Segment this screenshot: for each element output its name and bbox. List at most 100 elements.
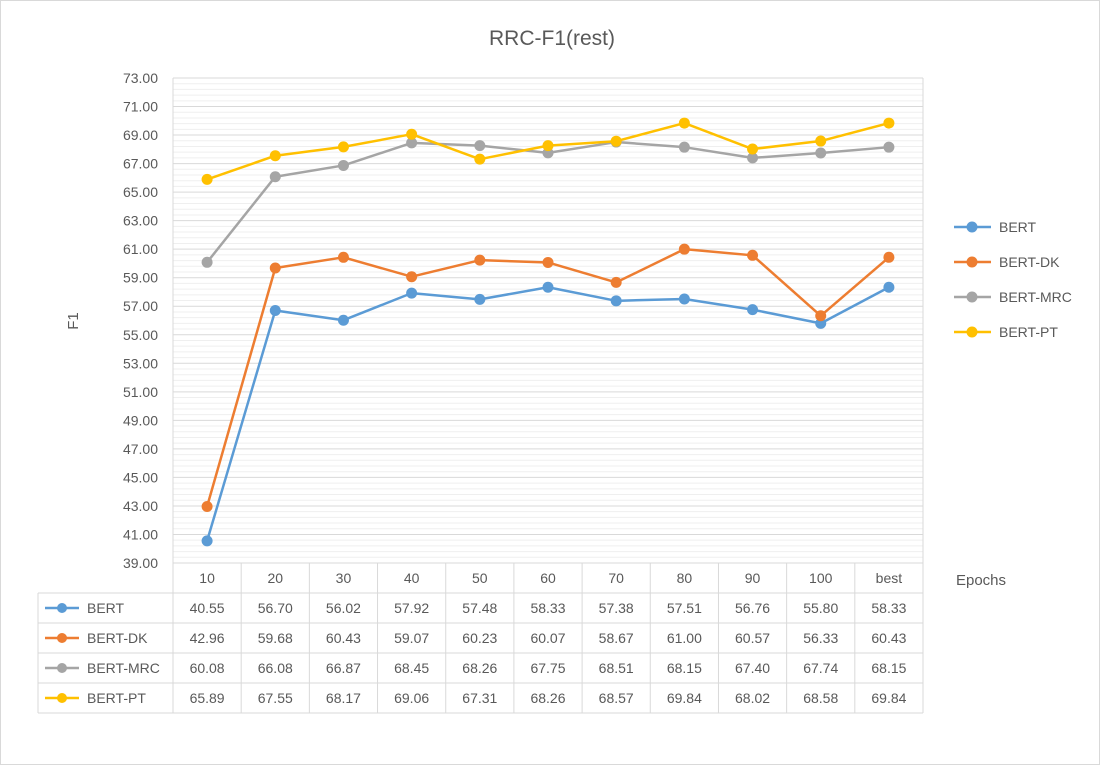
data-point-bert-dk bbox=[815, 310, 827, 322]
x-tick-label: 10 bbox=[199, 570, 215, 586]
table-value-cell: 67.55 bbox=[258, 690, 293, 706]
table-value-cell: 60.08 bbox=[190, 660, 225, 676]
x-tick-label: 70 bbox=[608, 570, 624, 586]
y-tick-label: 43.00 bbox=[123, 498, 158, 514]
table-value-cell: 69.84 bbox=[871, 690, 906, 706]
x-tick-label: best bbox=[876, 570, 903, 586]
table-value-cell: 56.33 bbox=[803, 630, 838, 646]
x-tick-label: 90 bbox=[745, 570, 761, 586]
series-line-bert-mrc bbox=[206, 140, 890, 264]
data-point-bert bbox=[747, 304, 759, 316]
table-value-cell: 67.40 bbox=[735, 660, 770, 676]
table-value-cell: 66.87 bbox=[326, 660, 361, 676]
data-point-bert-pt bbox=[406, 128, 418, 140]
table-value-cell: 66.08 bbox=[258, 660, 293, 676]
data-point-bert-dk bbox=[269, 262, 281, 274]
table-legend-key-marker bbox=[57, 693, 67, 703]
data-point-bert-dk bbox=[337, 251, 349, 263]
x-tick-label: 100 bbox=[809, 570, 833, 586]
data-point-bert bbox=[542, 281, 554, 293]
table-value-cell: 56.70 bbox=[258, 600, 293, 616]
table-value-cell: 60.07 bbox=[530, 630, 565, 646]
y-tick-label: 51.00 bbox=[123, 384, 158, 400]
table-series-name: BERT-DK bbox=[87, 630, 148, 646]
data-point-bert bbox=[201, 535, 213, 547]
table-value-cell: 58.33 bbox=[871, 600, 906, 616]
table-series-name: BERT bbox=[87, 600, 125, 616]
y-tick-label: 69.00 bbox=[123, 127, 158, 143]
table-value-cell: 57.51 bbox=[667, 600, 702, 616]
table-value-cell: 60.43 bbox=[871, 630, 906, 646]
data-point-bert-pt bbox=[815, 135, 827, 147]
data-point-bert-mrc bbox=[883, 141, 895, 153]
y-tick-label: 63.00 bbox=[123, 213, 158, 229]
series-line-bert bbox=[205, 286, 890, 542]
table-value-cell: 60.23 bbox=[462, 630, 497, 646]
data-point-bert-dk bbox=[474, 254, 486, 266]
data-point-bert-pt bbox=[337, 141, 349, 153]
x-tick-label: 20 bbox=[267, 570, 283, 586]
table-value-cell: 67.75 bbox=[530, 660, 565, 676]
data-point-bert-dk bbox=[610, 276, 622, 288]
table-value-cell: 42.96 bbox=[190, 630, 225, 646]
table-value-cell: 65.89 bbox=[190, 690, 225, 706]
y-tick-label: 53.00 bbox=[123, 355, 158, 371]
y-tick-label: 67.00 bbox=[123, 156, 158, 172]
data-point-bert bbox=[337, 314, 349, 326]
table-value-cell: 55.80 bbox=[803, 600, 838, 616]
table-value-cell: 58.33 bbox=[530, 600, 565, 616]
data-point-bert-pt bbox=[542, 140, 554, 152]
table-value-cell: 67.74 bbox=[803, 660, 838, 676]
data-point-bert-mrc bbox=[678, 141, 690, 153]
table-value-cell: 60.43 bbox=[326, 630, 361, 646]
legend-label: BERT-PT bbox=[999, 324, 1058, 340]
table-value-cell: 67.31 bbox=[462, 690, 497, 706]
y-tick-label: 55.00 bbox=[123, 327, 158, 343]
y-tick-label: 59.00 bbox=[123, 270, 158, 286]
legend-key-marker bbox=[966, 221, 978, 233]
table-value-cell: 68.17 bbox=[326, 690, 361, 706]
legend-label: BERT bbox=[999, 219, 1037, 235]
data-point-bert bbox=[883, 281, 895, 293]
data-point-bert bbox=[406, 287, 418, 299]
data-point-bert-pt bbox=[883, 117, 895, 129]
table-series-name: BERT-PT bbox=[87, 690, 146, 706]
data-point-bert-pt bbox=[269, 150, 281, 162]
legend-key-marker bbox=[966, 291, 978, 303]
data-point-bert-mrc bbox=[815, 147, 827, 159]
data-point-bert bbox=[815, 317, 827, 329]
y-tick-label: 65.00 bbox=[123, 184, 158, 200]
table-legend-key-marker bbox=[57, 663, 67, 673]
data-point-bert-pt bbox=[678, 117, 690, 129]
table-value-cell: 57.92 bbox=[394, 600, 429, 616]
data-point-bert-mrc bbox=[747, 152, 759, 164]
y-tick-label: 39.00 bbox=[123, 555, 158, 571]
table-value-cell: 59.07 bbox=[394, 630, 429, 646]
x-tick-label: 80 bbox=[677, 570, 693, 586]
y-tick-label: 57.00 bbox=[123, 298, 158, 314]
x-tick-label: 40 bbox=[404, 570, 420, 586]
data-point-bert bbox=[610, 295, 622, 307]
data-point-bert bbox=[269, 305, 281, 317]
data-point-bert-mrc bbox=[406, 137, 418, 149]
data-point-bert-dk bbox=[678, 243, 690, 255]
table-value-cell: 56.02 bbox=[326, 600, 361, 616]
x-tick-label: 60 bbox=[540, 570, 556, 586]
data-point-bert-dk bbox=[406, 271, 418, 283]
table-value-cell: 68.57 bbox=[599, 690, 634, 706]
table-value-cell: 69.84 bbox=[667, 690, 702, 706]
data-point-bert-dk bbox=[542, 256, 554, 268]
y-tick-label: 49.00 bbox=[123, 412, 158, 428]
data-point-bert-pt bbox=[747, 143, 759, 155]
y-tick-label: 73.00 bbox=[123, 70, 158, 86]
x-tick-label: 30 bbox=[336, 570, 352, 586]
y-tick-label: 47.00 bbox=[123, 441, 158, 457]
legend: BERT BERT-DK BERT-MRC BERT-PT bbox=[954, 219, 1072, 340]
data-point-bert-pt bbox=[610, 135, 622, 147]
x-tick-label: 50 bbox=[472, 570, 488, 586]
table-value-cell: 57.38 bbox=[599, 600, 634, 616]
y-tick-label: 61.00 bbox=[123, 241, 158, 257]
table-legend-key-marker bbox=[57, 603, 67, 613]
